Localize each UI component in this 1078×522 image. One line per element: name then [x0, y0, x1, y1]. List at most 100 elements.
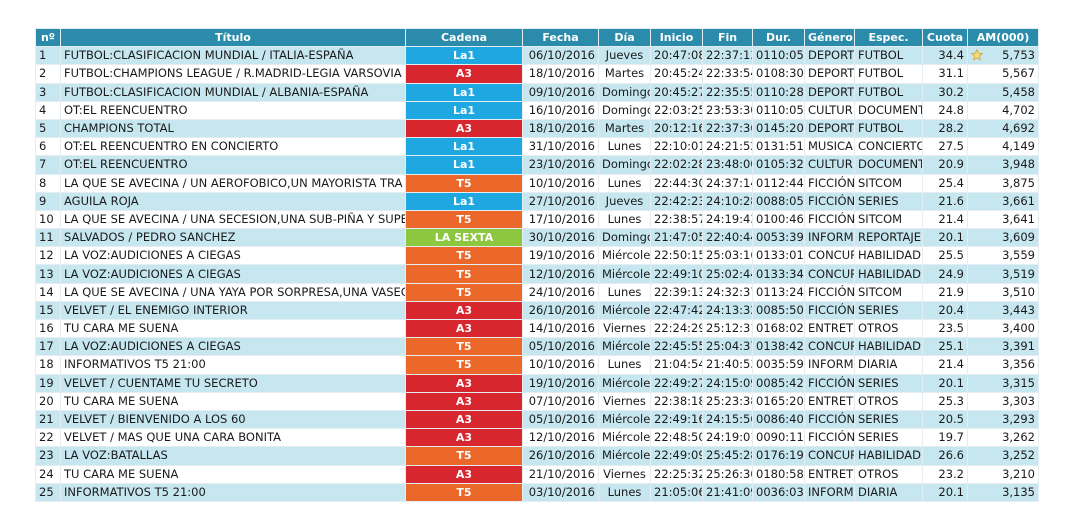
column-header: Fecha — [522, 27, 599, 48]
genre: FICCIÓN — [804, 282, 855, 302]
end: 25:03:16 — [702, 246, 753, 266]
genre: FICCIÓN — [804, 209, 855, 230]
subgenre: HABILIDAD — [854, 337, 923, 357]
table-row: 6 OT:EL REENCUENTRO EN CONCIERTO La1 31/10/… — [35, 137, 1039, 157]
end: 24:15:56 — [702, 409, 753, 430]
channel: La1 — [405, 46, 523, 66]
table-row: 10 LA QUE SE AVECINA / UNA SECESION,UNA S… — [35, 209, 1039, 230]
audience: 3,135 — [967, 482, 1039, 502]
date: 03/10/2016 — [522, 482, 599, 502]
audience: 3,293 — [967, 409, 1039, 430]
genre: FICCIÓN — [804, 191, 855, 211]
table-row: 14 LA QUE SE AVECINA / UNA YAYA POR SORPR… — [35, 282, 1039, 302]
duration: 0133:01 — [752, 246, 805, 266]
duration: 0085:42 — [752, 373, 805, 393]
title: TU CARA ME SUENA — [60, 464, 406, 484]
start: 22:02:28 — [650, 155, 703, 175]
start: 21:05:06 — [650, 482, 703, 502]
audience: 5,458 — [967, 82, 1039, 102]
genre: ENTRETE — [804, 318, 855, 339]
end: 24:19:01 — [702, 428, 753, 448]
day: Miércoles — [598, 446, 651, 466]
row-number: 20 — [35, 391, 61, 411]
channel: A3 — [405, 391, 523, 411]
start: 22:38:18 — [650, 391, 703, 411]
channel: La1 — [405, 137, 523, 157]
table-row: 20 TU CARA ME SUENA A3 07/10/2016 Viernes 22:… — [35, 391, 1039, 411]
subgenre: FUTBOL — [854, 118, 923, 139]
row-number: 3 — [35, 82, 61, 102]
genre: FICCIÓN — [804, 300, 855, 321]
row-number: 21 — [35, 409, 61, 430]
end: 22:35:55 — [702, 82, 753, 102]
audience: 4,149 — [967, 137, 1039, 157]
genre: MUSICA — [804, 137, 855, 157]
start: 22:24:29 — [650, 318, 703, 339]
subgenre: SERIES — [854, 300, 923, 321]
title: TU CARA ME SUENA — [60, 391, 406, 411]
date: 21/10/2016 — [522, 464, 599, 484]
subgenre: HABILIDAD — [854, 246, 923, 266]
duration: 0145:20 — [752, 118, 805, 139]
row-number: 8 — [35, 173, 61, 193]
row-number: 19 — [35, 373, 61, 393]
date: 14/10/2016 — [522, 318, 599, 339]
end: 24:32:37 — [702, 282, 753, 302]
table-row: 21 VELVET / BIENVENIDO A LOS 60 A3 05/10/20… — [35, 409, 1039, 430]
audience: 3,262 — [967, 428, 1039, 448]
row-number: 12 — [35, 246, 61, 266]
row-number: 17 — [35, 337, 61, 357]
duration: 0131:51 — [752, 137, 805, 157]
genre: FICCIÓN — [804, 428, 855, 448]
channel: La1 — [405, 82, 523, 102]
table-row: 18 INFORMATIVOS T5 21:00 T5 10/10/2016 Lunes… — [35, 355, 1039, 375]
audience: 3,303 — [967, 391, 1039, 411]
title: INFORMATIVOS T5 21:00 — [60, 355, 406, 375]
subgenre: OTROS — [854, 391, 923, 411]
audience: 3,661 — [967, 191, 1039, 211]
share: 26.6 — [922, 446, 968, 466]
share: 20.5 — [922, 409, 968, 430]
audience: 3,210 — [967, 464, 1039, 484]
channel: A3 — [405, 464, 523, 484]
duration: 0168:02 — [752, 318, 805, 339]
end: 25:23:38 — [702, 391, 753, 411]
genre: DEPORT — [804, 64, 855, 84]
date: 17/10/2016 — [522, 209, 599, 230]
start: 22:48:50 — [650, 428, 703, 448]
start: 20:12:16 — [650, 118, 703, 139]
title: FUTBOL:CHAMPIONS LEAGUE / R.MADRID-LEGIA… — [60, 64, 406, 84]
day: Domingo — [598, 155, 651, 175]
title: LA QUE SE AVECINA / UN AEROFOBICO,UN MAY… — [60, 173, 406, 193]
subgenre: FUTBOL — [854, 64, 923, 84]
title: LA VOZ:AUDICIONES A CIEGAS — [60, 264, 406, 284]
audience: 3,948 — [967, 155, 1039, 175]
date: 05/10/2016 — [522, 409, 599, 430]
genre: CULTUR — [804, 100, 855, 120]
title: VELVET / BIENVENIDO A LOS 60 — [60, 409, 406, 430]
day: Lunes — [598, 137, 651, 157]
title: TU CARA ME SUENA — [60, 318, 406, 339]
share: 23.5 — [922, 318, 968, 339]
day: Jueves — [598, 46, 651, 66]
header-row: nº Título Cadena Fecha Día Inicio Fin Dur. Géner… — [35, 27, 1039, 48]
column-header: Dur. — [752, 27, 805, 48]
share: 27.5 — [922, 137, 968, 157]
column-header: Título — [60, 27, 406, 48]
end: 25:04:37 — [702, 337, 753, 357]
genre: ENTRETE — [804, 391, 855, 411]
title: VELVET / CUENTAME TU SECRETO — [60, 373, 406, 393]
column-header: Día — [598, 27, 651, 48]
day: Lunes — [598, 173, 651, 193]
duration: 0176:19 — [752, 446, 805, 466]
share: 31.1 — [922, 64, 968, 84]
subgenre: HABILIDAD — [854, 446, 923, 466]
column-header: nº — [35, 27, 61, 48]
duration: 0110:05 — [752, 46, 805, 66]
row-number: 15 — [35, 300, 61, 321]
share: 25.4 — [922, 173, 968, 193]
day: Miércoles — [598, 264, 651, 284]
start: 22:50:15 — [650, 246, 703, 266]
channel: T5 — [405, 446, 523, 466]
